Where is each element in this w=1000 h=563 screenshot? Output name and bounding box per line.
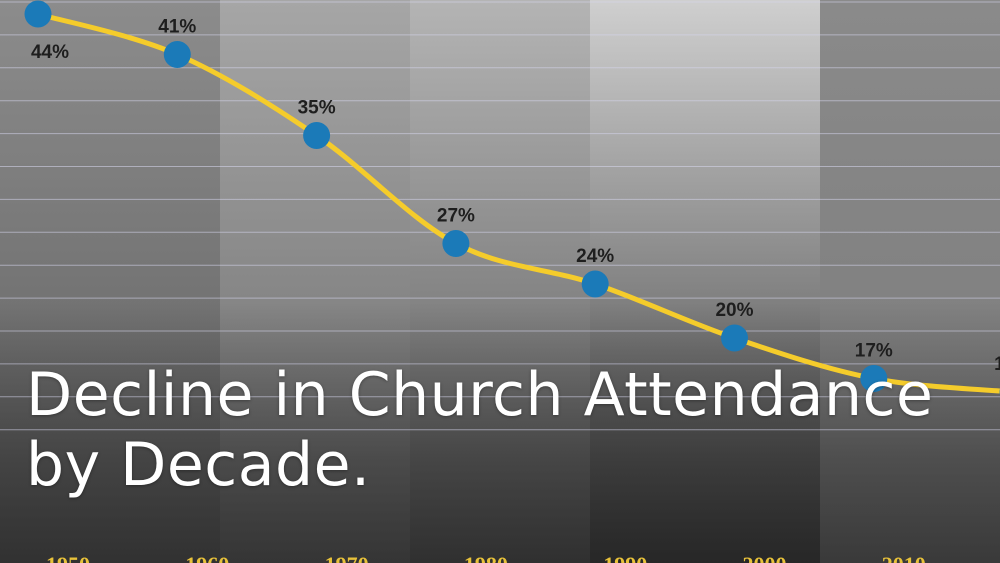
- year-label: 1990: [603, 552, 647, 563]
- bottom-shade: [0, 303, 1000, 563]
- trend-line: [35, 11, 1000, 394]
- year-label: 1950: [46, 552, 90, 563]
- value-label: 16%: [994, 354, 1000, 375]
- value-label: 27%: [437, 206, 475, 227]
- data-point: [581, 270, 609, 298]
- data-points: [24, 0, 1000, 396]
- value-label: 24%: [576, 246, 614, 267]
- chart-title: Decline in Church Attendance by Decade.: [26, 360, 1000, 500]
- year-label: 1960: [185, 552, 229, 563]
- year-label: 2000: [743, 552, 787, 563]
- data-point: [721, 324, 748, 352]
- data-point: [24, 0, 52, 28]
- chart-title-text: Decline in Church Attendance by Decade.: [26, 360, 934, 500]
- data-point: [442, 230, 470, 257]
- value-label: 41%: [158, 17, 196, 38]
- year-label: 2010: [882, 552, 926, 563]
- data-point: [163, 41, 191, 68]
- value-label: 44%: [31, 42, 69, 63]
- data-point: [860, 365, 888, 392]
- year-labels: 1950 1960 1970 1980 1990 2000 2010: [46, 552, 926, 563]
- year-label: 1970: [325, 552, 369, 563]
- data-point: [303, 122, 331, 149]
- year-label: 1980: [464, 552, 508, 563]
- value-label: 20%: [715, 300, 753, 321]
- value-label: 35%: [298, 98, 336, 119]
- gridlines: [0, 1, 1000, 431]
- value-label: 17%: [855, 341, 893, 362]
- value-labels: 44% 41% 35% 27% 24% 20% 17% 16%: [31, 17, 1000, 376]
